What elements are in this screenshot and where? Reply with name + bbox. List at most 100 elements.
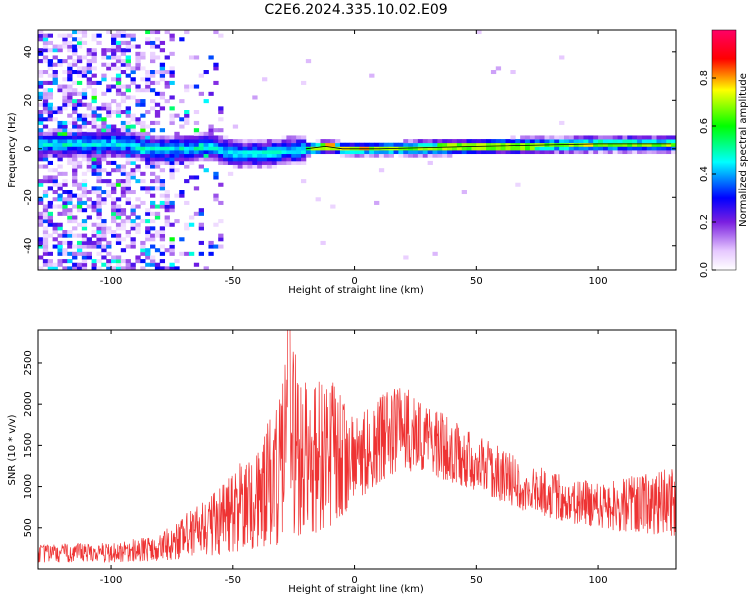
spectrogram-cell	[417, 153, 424, 158]
spectrogram-cell	[330, 150, 336, 155]
spectrogram-cell	[154, 37, 161, 42]
spectrogram-cell	[47, 73, 54, 78]
spectrogram-cell	[310, 150, 316, 155]
spectrogram-cell	[101, 131, 107, 136]
spectrogram-cell	[534, 146, 541, 151]
spectrogram-cell	[91, 139, 97, 144]
spectrogram-cell	[159, 259, 166, 264]
spectrogram-cell	[91, 153, 97, 158]
spectrogram-cell	[145, 237, 151, 242]
spectrogram-cell	[490, 70, 497, 75]
spectrogram-cell	[62, 150, 68, 155]
spectrogram-cell	[281, 157, 287, 162]
spectrogram-cell	[145, 37, 151, 42]
spectrogram-cell	[86, 66, 92, 71]
spectrogram-cell	[81, 113, 88, 118]
spectrogram-cell	[38, 73, 44, 78]
spectrogram-cell	[130, 211, 136, 216]
spectrogram-cell	[257, 157, 263, 162]
spectrogram-cell	[86, 135, 92, 140]
spectrogram-cell	[593, 150, 599, 155]
spectrogram-cell	[76, 66, 83, 71]
spectrogram-cell	[42, 204, 49, 209]
spectrogram-cell	[559, 135, 565, 140]
spectrogram-cell	[666, 150, 672, 155]
spectrogram-cell	[38, 153, 44, 158]
spectrogram-cell	[510, 150, 516, 155]
spectrogram-cell	[583, 142, 589, 147]
spectrogram-cell	[651, 135, 657, 140]
spectrogram-cell	[76, 102, 83, 107]
spectrogram-cell	[169, 113, 175, 118]
spectrogram-cell	[115, 30, 122, 35]
spectrogram-cell	[81, 73, 88, 78]
spectrogram-cell	[364, 146, 370, 151]
spectrogram-cell	[456, 142, 463, 147]
spectrogram-cell	[52, 204, 58, 209]
spectrogram-cell	[81, 186, 88, 191]
spectrogram-cell	[120, 226, 127, 231]
spectrogram-cell	[291, 150, 297, 155]
spectrogram-cell	[38, 131, 44, 136]
spectrogram-cell	[661, 142, 667, 147]
spectrogram-cell	[81, 193, 88, 198]
spectrogram-cell	[115, 48, 122, 53]
spectrogram-cell	[184, 139, 190, 144]
spectrogram-cell	[106, 153, 112, 158]
spectrogram-cell	[76, 59, 83, 64]
spectrogram-cell	[91, 117, 97, 122]
spectrogram-cell	[388, 150, 394, 155]
spectrogram-cell	[184, 150, 190, 155]
spectrogram-cell	[515, 150, 521, 155]
spectrogram-cell	[188, 139, 195, 144]
spectrogram-cell	[81, 117, 88, 122]
spectrogram-cell	[62, 171, 68, 176]
spectrogram-cell	[150, 135, 156, 140]
spectrogram-cell	[125, 150, 131, 155]
spectrogram-cell	[145, 77, 151, 82]
spectrogram-cell	[203, 139, 209, 144]
spectrogram-cell	[179, 124, 185, 129]
colorbar: 0.00.20.40.60.8 Normalized spectral ampl…	[699, 29, 749, 278]
spectrogram-cell	[354, 150, 360, 155]
spectrogram-cell	[174, 142, 180, 147]
spectrogram-cell	[115, 77, 122, 82]
spectrogram-cell	[164, 208, 170, 213]
spectrogram-cell	[57, 150, 63, 155]
spectrogram-cell	[57, 62, 63, 67]
spectrogram-cell	[81, 150, 88, 155]
spectrogram-cell	[159, 193, 166, 198]
spectrogram-cell	[466, 146, 472, 151]
spectrogram-cell	[422, 153, 429, 158]
spectrogram-cell	[67, 44, 73, 49]
spectrogram-cell	[247, 153, 253, 158]
spectrogram-cell	[111, 266, 117, 270]
spectrogram-cell	[101, 77, 107, 82]
spectrogram-cell	[296, 139, 302, 144]
spectrogram-cell	[656, 142, 662, 147]
spectrogram-cell	[96, 230, 102, 235]
spectrogram-cell	[461, 142, 467, 147]
spectrogram-cell	[198, 226, 204, 231]
spectrogram-cell	[140, 113, 146, 118]
spectrogram-cell	[661, 150, 667, 155]
spectrogram-cell	[257, 153, 263, 158]
spectrogram-cell	[646, 139, 653, 144]
spectrogram-cell	[159, 160, 166, 165]
spectrogram-cell	[266, 160, 273, 165]
spectrogram-cell	[515, 182, 521, 187]
spectrogram-cell	[52, 128, 58, 133]
spectrogram-cell	[213, 30, 219, 35]
spectrogram-cell	[437, 146, 443, 151]
spectrogram-cell	[67, 160, 73, 165]
spectrogram-cell	[154, 215, 161, 220]
spectrogram-cell	[67, 215, 73, 220]
spectrogram-cell	[150, 59, 156, 64]
spectrogram-cell	[96, 139, 102, 144]
spectrogram-cell	[125, 175, 131, 180]
spectrogram-cell	[135, 99, 141, 104]
spectrogram-cell	[154, 175, 161, 180]
spectrogram-cell	[179, 193, 185, 198]
spectrogram-cell	[67, 150, 73, 155]
